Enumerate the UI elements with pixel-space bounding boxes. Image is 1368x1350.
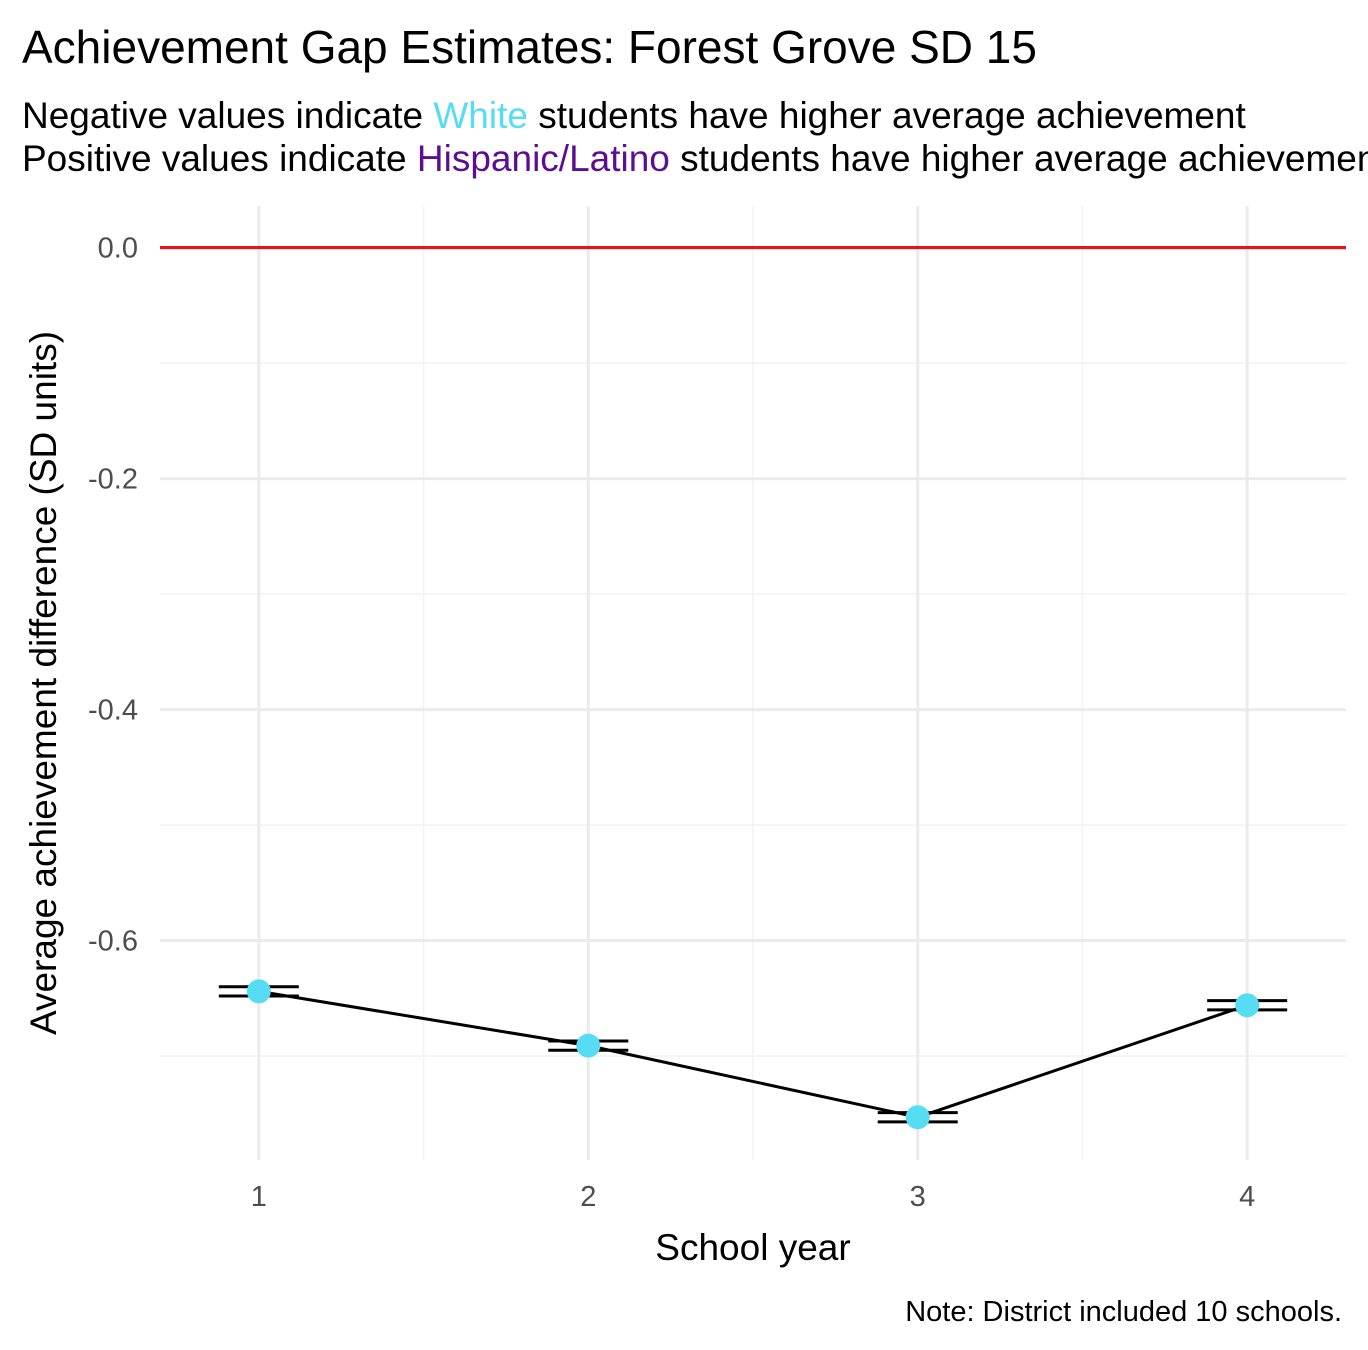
y-tick-label: -0.4: [88, 695, 138, 727]
footnote: Note: District included 10 schools.: [905, 1296, 1342, 1328]
data-marks: [218, 979, 1288, 1130]
data-point: [576, 1033, 601, 1058]
x-tick-label: 3: [910, 1181, 926, 1213]
subtitle-line-2-suffix: students have higher average achievement: [669, 138, 1368, 179]
y-tick-label: -0.2: [88, 464, 138, 496]
data-point: [1235, 993, 1260, 1018]
chart-subtitle: Negative values indicate White students …: [22, 94, 1368, 180]
y-axis-label: Average achievement difference (SD units…: [23, 331, 64, 1035]
subtitle-hispanic-highlight: Hispanic/Latino: [416, 138, 670, 179]
axis-tick-labels: 0.0 -0.2 -0.4 -0.6 1 2 3 4: [88, 233, 1255, 1213]
chart-title: Achievement Gap Estimates: Forest Grove …: [22, 21, 1037, 73]
x-tick-label: 2: [580, 1181, 596, 1213]
subtitle-line-2-prefix: Positive values indicate: [22, 138, 417, 179]
subtitle-line-1: Negative values indicate White students …: [22, 94, 1368, 137]
subtitle-white-highlight: White: [433, 95, 528, 136]
y-tick-label: -0.6: [88, 926, 138, 958]
x-axis-label: School year: [655, 1227, 850, 1268]
data-point: [246, 979, 271, 1004]
x-tick-label: 4: [1239, 1181, 1255, 1213]
subtitle-line-2: Positive values indicate Hispanic/Latino…: [22, 137, 1368, 180]
x-tick-label: 1: [251, 1181, 267, 1213]
grid-lines: [160, 206, 1346, 1160]
data-point: [905, 1105, 930, 1130]
y-tick-label: 0.0: [98, 233, 138, 265]
subtitle-line-1-suffix: students have higher average achievement: [527, 95, 1246, 136]
subtitle-line-1-prefix: Negative values indicate: [22, 95, 434, 136]
series-line: [258, 989, 1248, 1119]
